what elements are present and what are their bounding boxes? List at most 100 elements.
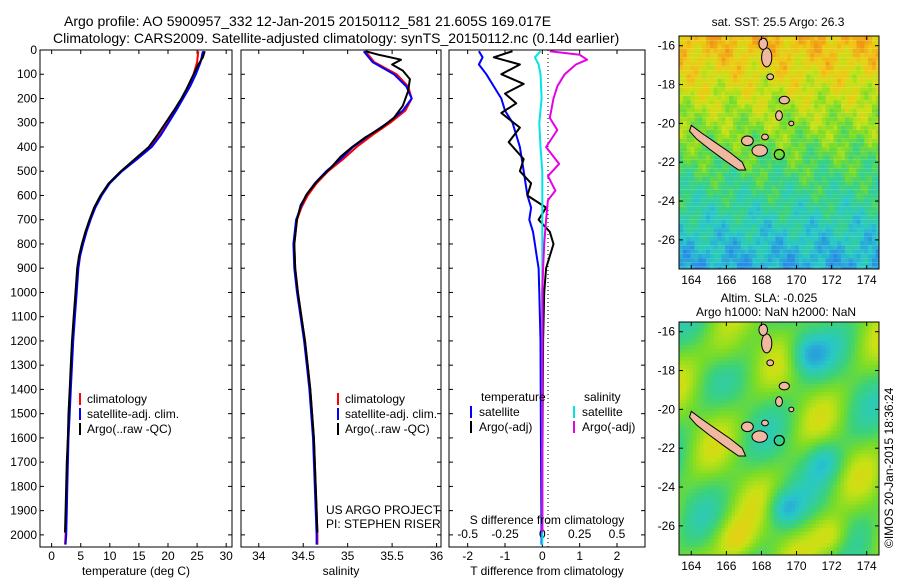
sst-cell <box>790 151 796 156</box>
sst-cell <box>798 202 803 207</box>
sla-cell <box>724 353 729 358</box>
sla-cell <box>822 333 828 338</box>
sla-cell <box>689 434 694 439</box>
sst-cell <box>702 202 707 207</box>
sst-cell <box>825 87 830 92</box>
sla-cell <box>826 345 831 350</box>
sst-cell <box>760 181 765 186</box>
sla-cell <box>787 368 792 373</box>
sla-cell <box>756 322 761 327</box>
sla-cell <box>850 411 856 416</box>
sst-cell <box>868 61 873 66</box>
sst-cell <box>713 181 718 186</box>
sst-cell <box>736 57 742 62</box>
sst-cell <box>872 177 877 182</box>
sst-cell <box>721 74 726 79</box>
sst-cell <box>802 40 807 45</box>
sst-cell <box>771 91 776 96</box>
sst-cell <box>763 181 769 186</box>
sla-cell <box>794 364 799 369</box>
sst-cell <box>802 87 807 92</box>
sst-cell <box>825 78 830 83</box>
sst-cell <box>779 224 784 229</box>
sst-cell <box>767 245 772 250</box>
sst-cell <box>717 177 722 182</box>
sst-cell <box>825 266 830 269</box>
sst-cell <box>763 108 769 113</box>
sst-cell <box>690 112 695 118</box>
sla-cell <box>822 388 828 393</box>
sst-cell <box>798 258 803 263</box>
sst-cell <box>698 266 703 269</box>
sla-cell <box>829 341 835 346</box>
sla-cell <box>703 380 708 385</box>
sst-cell <box>837 215 842 220</box>
sla-cell <box>693 329 698 334</box>
sst-cell <box>729 147 734 152</box>
sst-cell <box>875 168 879 173</box>
sla-cell <box>738 442 743 447</box>
sst-cell <box>814 249 819 254</box>
sla-cell <box>724 395 729 400</box>
sla-cell <box>850 415 856 420</box>
sst-cell <box>864 159 869 165</box>
sla-cell <box>865 345 870 350</box>
sst-cell <box>833 108 838 113</box>
sla-cell <box>819 376 824 381</box>
sla-cell <box>728 434 733 439</box>
sla-cell <box>728 388 733 393</box>
sst-cell <box>783 91 788 96</box>
sla-cell <box>700 325 705 331</box>
sla-cell <box>738 391 743 397</box>
sst-cell <box>694 241 699 246</box>
sla-cell <box>847 337 852 342</box>
sst-cell <box>702 189 707 194</box>
sst-cell <box>833 70 838 75</box>
sst-cell <box>837 249 842 254</box>
sla-map-subtitle: Argo h1000: NaN h2000: NaN <box>696 305 856 319</box>
sst-cell <box>775 253 780 259</box>
sst-cell <box>872 232 877 237</box>
sst-cell <box>829 65 834 71</box>
sst-cell <box>779 228 784 233</box>
sst-cell <box>814 112 819 118</box>
sst-cell <box>713 61 718 66</box>
sst-cell <box>709 177 715 182</box>
sst-cell <box>802 202 807 207</box>
sst-cell <box>717 194 722 199</box>
sst-cell <box>787 83 792 88</box>
sst-cell <box>763 211 769 216</box>
x-tick-label: -1 <box>500 549 511 563</box>
sst-cell <box>771 215 776 220</box>
sla-cell <box>780 391 785 397</box>
sla-cell <box>865 391 870 397</box>
sla-cell <box>770 395 775 400</box>
sst-cell <box>763 155 769 160</box>
sst-cell <box>868 44 873 49</box>
sla-cell <box>843 407 849 412</box>
sla-cell <box>700 341 705 346</box>
sst-cell <box>860 211 865 216</box>
sst-cell <box>679 168 684 173</box>
sst-cell <box>852 236 857 241</box>
sla-cell <box>756 333 761 338</box>
sla-cell <box>808 368 813 373</box>
sla-cell <box>819 403 824 408</box>
sla-cell <box>815 376 820 381</box>
sst-cell <box>852 253 857 259</box>
sla-cell <box>738 434 743 439</box>
sst-cell <box>736 253 742 259</box>
sla-cell <box>833 380 838 385</box>
sst-cell <box>775 266 780 269</box>
sla-cell <box>714 325 719 331</box>
sst-cell <box>841 61 846 66</box>
sst-cell <box>729 258 734 263</box>
sst-cell <box>868 78 873 83</box>
sst-cell <box>702 177 707 182</box>
sla-cell <box>850 395 856 400</box>
sla-cell <box>717 337 722 342</box>
sst-cell <box>729 61 734 66</box>
sst-map-axes: 164 166 168 170 172 174-16-18-20-22-24-26 <box>658 36 879 287</box>
sst-cell <box>740 130 745 135</box>
sst-cell <box>763 104 769 109</box>
